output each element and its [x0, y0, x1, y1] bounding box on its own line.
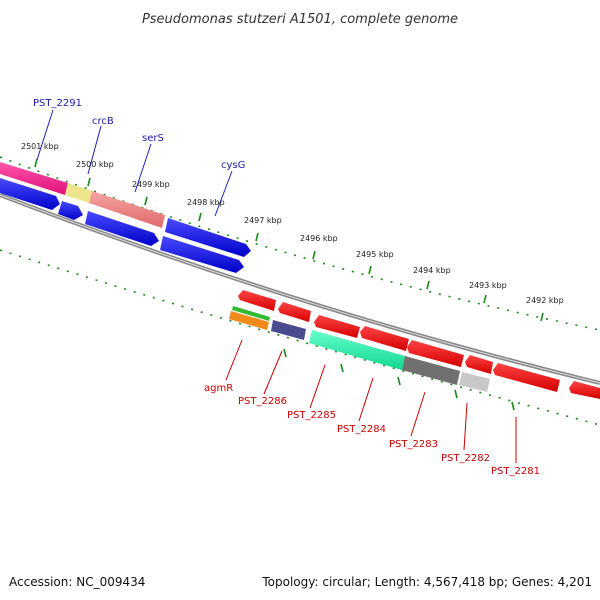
cds-red-3[interactable] — [314, 315, 360, 338]
gene-label-pst2286[interactable]: PST_2286 — [238, 396, 287, 407]
feature-teal — [309, 330, 405, 370]
gene-label-pst2291[interactable]: PST_2291 — [33, 98, 82, 109]
feature-salmon — [89, 191, 165, 228]
genome-backbone — [0, 193, 600, 385]
cds-red-8[interactable] — [569, 381, 600, 399]
top-gene-labels: PST_2291 crcB serS cysG — [33, 98, 245, 217]
gene-label-pst2282[interactable]: PST_2282 — [441, 453, 490, 464]
feature-lightgray — [459, 372, 490, 392]
gene-label-sers[interactable]: serS — [142, 133, 164, 144]
ruler-label-2492: 2492 kbp — [526, 296, 564, 305]
gene-label-pst2285[interactable]: PST_2285 — [287, 410, 336, 421]
ruler-label-2498: 2498 kbp — [187, 198, 225, 207]
feature-green — [232, 306, 270, 321]
ruler-upper-ticks — [0, 156, 600, 331]
ruler-label-2501: 2501 kbp — [21, 142, 59, 151]
cds-sers[interactable] — [85, 211, 159, 246]
reverse-cds-track — [238, 290, 600, 399]
gene-label-cysg[interactable]: cysG — [221, 160, 245, 171]
ruler-label-2500: 2500 kbp — [76, 160, 114, 169]
cds-red-5[interactable] — [407, 340, 464, 367]
cds-agmr[interactable] — [238, 290, 276, 311]
feature-orange — [229, 311, 269, 330]
lower-feature-track — [229, 306, 490, 392]
ruler-labels: 2501 kbp 2500 kbp 2499 kbp 2498 kbp 2497… — [21, 142, 564, 305]
feature-slate — [271, 320, 306, 340]
cds-red-7[interactable] — [493, 363, 560, 392]
ruler-label-2493: 2493 kbp — [469, 281, 507, 290]
bottom-gene-labels: agmR PST_2286 PST_2285 PST_2284 PST_2283… — [204, 339, 540, 477]
ruler-label-2497: 2497 kbp — [244, 216, 282, 225]
cds-crcb[interactable] — [58, 201, 83, 220]
feature-darkgray — [402, 356, 460, 385]
topology-text: Topology: circular; Length: 4,567,418 bp… — [261, 575, 592, 589]
feature-yellow — [65, 183, 92, 203]
cds-lower-blue[interactable] — [160, 236, 244, 273]
forward-cds-track — [0, 178, 251, 273]
gene-label-pst2284[interactable]: PST_2284 — [337, 424, 386, 435]
cds-pst2291[interactable] — [0, 178, 60, 210]
upper-feature-track — [0, 162, 165, 228]
cds-red-4[interactable] — [360, 326, 409, 351]
gene-label-crcb[interactable]: crcB — [92, 116, 114, 127]
accession-text: Accession: NC_009434 — [9, 575, 145, 589]
cds-red-2[interactable] — [278, 302, 311, 322]
map-title: Pseudomonas stutzeri A1501, complete gen… — [142, 12, 458, 27]
ruler-label-2499: 2499 kbp — [132, 180, 170, 189]
cds-cysg[interactable] — [165, 218, 251, 257]
ruler-label-2496: 2496 kbp — [300, 234, 338, 243]
gene-label-agmr[interactable]: agmR — [204, 383, 233, 394]
cds-red-6[interactable] — [465, 355, 493, 374]
lower-major-ticks — [283, 348, 515, 411]
ruler-major-ticks — [34, 158, 544, 322]
gene-label-pst2281[interactable]: PST_2281 — [491, 466, 540, 477]
ruler-label-2494: 2494 kbp — [413, 266, 451, 275]
gene-label-pst2283[interactable]: PST_2283 — [389, 439, 438, 450]
feature-pink — [0, 162, 68, 195]
ruler-label-2495: 2495 kbp — [356, 250, 394, 259]
